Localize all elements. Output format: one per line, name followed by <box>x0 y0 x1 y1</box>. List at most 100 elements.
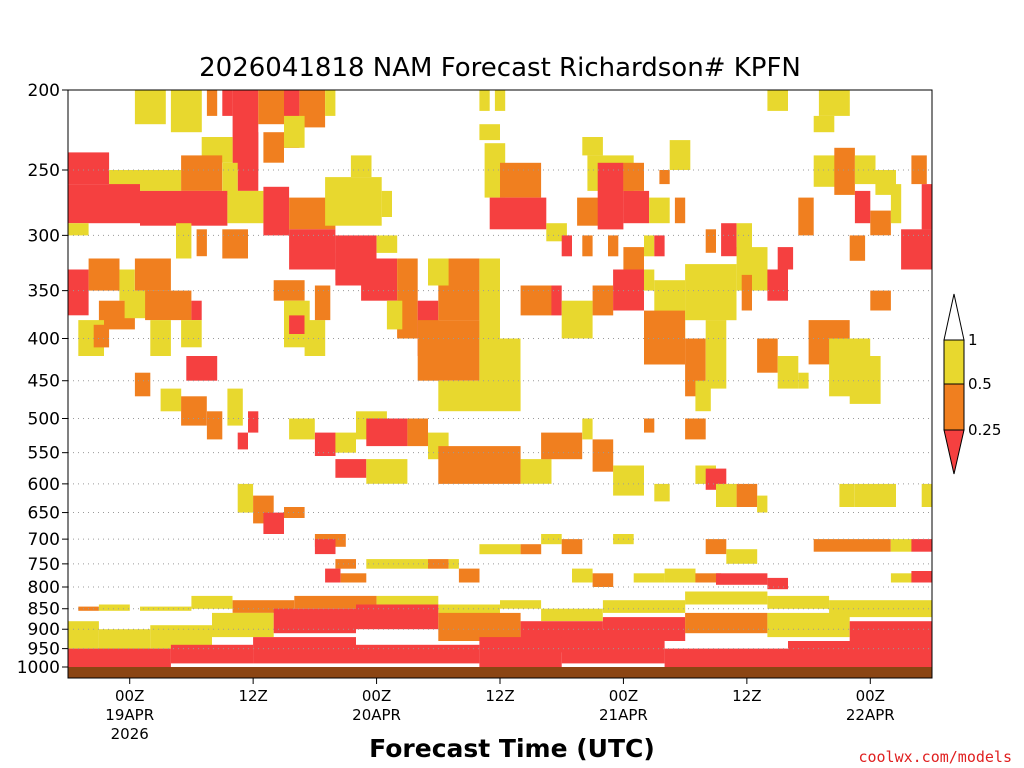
heatmap-cell <box>494 90 506 111</box>
legend-swatch <box>943 383 965 431</box>
heatmap-cell <box>685 591 768 605</box>
heatmap-cell <box>222 90 233 116</box>
heatmap-cell <box>582 235 593 257</box>
heatmap-cell <box>361 258 398 301</box>
heatmap-cell <box>834 147 855 195</box>
heatmap-cell <box>813 539 891 552</box>
heatmap-cell <box>160 388 182 412</box>
heatmap-cell <box>150 320 171 356</box>
heatmap-cell <box>479 90 490 111</box>
heatmap-cell <box>314 539 336 555</box>
y-tick-label: 550 <box>28 444 60 464</box>
y-tick-label: 400 <box>28 330 60 350</box>
heatmap-cell <box>191 595 233 609</box>
heatmap-cell <box>561 539 583 555</box>
heatmap-cell <box>479 258 500 339</box>
heatmap-cell <box>386 300 403 330</box>
heatmap-cell <box>325 568 341 583</box>
heatmap-cell <box>458 568 480 583</box>
heatmap-cell <box>325 90 336 116</box>
heatmap-cell <box>417 320 480 381</box>
credit-link[interactable]: coolwx.com/models <box>858 748 1012 766</box>
heatmap-cell <box>602 600 686 613</box>
heatmap-cell <box>237 432 248 450</box>
heatmap-cell <box>695 573 722 583</box>
y-tick-label: 200 <box>28 81 60 101</box>
heatmap-cell <box>726 549 758 564</box>
heatmap-cell <box>685 418 706 440</box>
y-tick-label: 750 <box>28 555 60 575</box>
heatmap-cell <box>222 229 248 259</box>
heatmap-cell <box>664 648 788 667</box>
heatmap-cell <box>685 264 737 321</box>
y-tick-label: 650 <box>28 504 60 524</box>
heatmap-cell <box>335 559 356 569</box>
heatmap-cell <box>911 155 927 185</box>
heatmap-cell <box>849 235 866 261</box>
x-tick-label: 12Z <box>238 687 267 705</box>
heatmap-cell <box>98 629 151 653</box>
color-legend: 1 0.5 0.25 <box>943 293 1001 475</box>
heatmap-cell <box>212 612 274 638</box>
heatmap-cell <box>407 418 428 447</box>
heatmap-cell <box>654 483 670 502</box>
heatmap-cell <box>644 310 686 365</box>
heatmap-cell <box>376 595 439 607</box>
x-tick-label: 12Z <box>485 687 514 705</box>
heatmap-cell <box>561 300 593 339</box>
heatmap-cell <box>381 190 392 217</box>
heatmap-cell <box>170 90 202 133</box>
y-axis-ticks: 200 250 300 350 400 450 500 550 600 650 700 750 8008… <box>17 81 68 678</box>
heatmap-cell <box>479 544 521 555</box>
x-tick-label: 00Z <box>362 687 391 705</box>
heatmap-cell <box>582 418 593 440</box>
heatmap-cell <box>206 90 218 116</box>
heatmap-cell <box>68 621 99 649</box>
x-tick-label: 00Z <box>115 687 144 705</box>
heatmap-cell <box>654 235 665 257</box>
heatmap-cell <box>181 320 202 348</box>
surface-ground <box>68 667 932 678</box>
heatmap-cell <box>325 177 382 226</box>
heatmap-cell <box>438 446 521 484</box>
heatmap-cell <box>520 544 542 555</box>
y-tick-label: 350 <box>28 282 60 302</box>
y-tick-label: 250 <box>28 161 60 181</box>
heatmap-cell <box>366 459 408 484</box>
heatmap-cell <box>134 258 171 291</box>
heatmap-cell <box>98 604 130 611</box>
heatmap-cell <box>248 411 259 433</box>
heatmap-cell <box>150 625 212 649</box>
heatmap-cell <box>145 290 192 321</box>
heatmap-cell <box>350 155 372 178</box>
heatmap-cell <box>736 483 758 507</box>
heatmap-cell <box>253 637 356 664</box>
heatmap-cell <box>366 559 428 569</box>
heatmap-cell <box>623 247 644 270</box>
heatmap-cell <box>597 162 624 230</box>
heatmap-cell <box>181 155 223 191</box>
heatmap-cell <box>649 197 670 224</box>
heatmap-cell <box>644 235 655 257</box>
heatmap-cell <box>716 573 768 585</box>
heatmap-cell <box>818 90 850 116</box>
heatmap-cell <box>222 162 238 195</box>
heatmap-cell <box>890 184 902 224</box>
heatmap-cell <box>140 170 182 191</box>
heatmap-cell <box>623 190 650 224</box>
heatmap-cell <box>284 507 305 518</box>
heatmap-cell <box>613 465 644 496</box>
heatmap-cell <box>813 115 835 133</box>
heatmap-cell <box>68 184 140 224</box>
y-tick-label: 950 <box>28 640 60 660</box>
heatmap-cell <box>669 140 691 170</box>
x-tick-date: 20APR <box>352 706 401 724</box>
heatmap-cell <box>705 229 716 253</box>
legend-swatch <box>943 339 965 385</box>
heatmap-cell <box>500 600 542 609</box>
heatmap-cell <box>767 612 850 638</box>
heatmap-cell <box>541 432 583 460</box>
heatmap-cell <box>849 356 881 404</box>
heatmap-cell <box>500 162 542 198</box>
